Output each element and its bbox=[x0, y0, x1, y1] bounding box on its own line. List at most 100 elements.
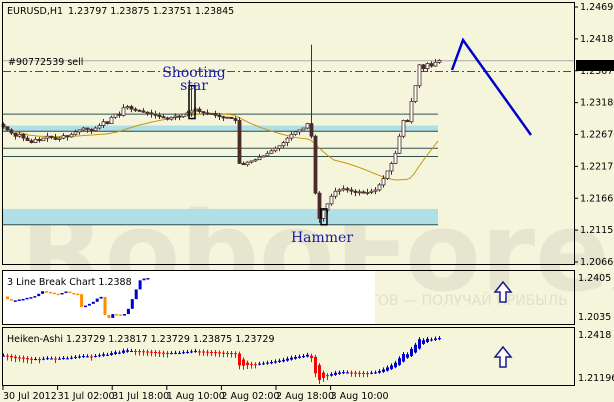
price-tick-label: 1.23180 bbox=[580, 98, 614, 109]
candle bbox=[301, 127, 306, 131]
ha-candle bbox=[114, 352, 117, 355]
ha-candle bbox=[310, 355, 313, 359]
price-tick-label: 1.21155 bbox=[580, 225, 614, 236]
ha-candle bbox=[190, 351, 193, 353]
ha-candle bbox=[430, 339, 433, 341]
candle bbox=[429, 63, 434, 67]
ha-candle bbox=[166, 352, 169, 354]
line-break-brick bbox=[84, 305, 87, 308]
line-break-brick bbox=[64, 291, 68, 294]
candle bbox=[61, 135, 66, 139]
ha-candle bbox=[402, 353, 405, 362]
candle bbox=[329, 195, 334, 205]
ha-candle bbox=[434, 338, 437, 340]
price-tick-label: 1.23675 bbox=[580, 66, 614, 77]
candle bbox=[305, 123, 310, 129]
ha-candle bbox=[162, 352, 165, 354]
time-tick-label: 30 Jul 2012 bbox=[3, 391, 57, 402]
candle bbox=[209, 113, 214, 115]
line-break-panel[interactable] bbox=[3, 271, 375, 324]
ha-candle bbox=[194, 350, 197, 352]
panel-axis-label: 1.21196 bbox=[578, 373, 614, 384]
candle bbox=[57, 137, 62, 140]
candle bbox=[349, 189, 354, 192]
ha-candle bbox=[378, 371, 381, 373]
candle bbox=[205, 112, 210, 115]
heiken-ashi-panel[interactable] bbox=[2, 336, 441, 384]
candle bbox=[241, 163, 246, 166]
candle bbox=[89, 128, 94, 131]
price-tick-label: 1.22175 bbox=[580, 161, 614, 172]
candle bbox=[17, 133, 22, 137]
ha-candle bbox=[274, 361, 277, 363]
ha-candle bbox=[354, 372, 357, 374]
line-break-brick bbox=[25, 297, 29, 300]
ha-candle bbox=[406, 354, 409, 358]
candle bbox=[173, 115, 178, 118]
line-break-brick bbox=[48, 291, 52, 294]
candle bbox=[73, 131, 78, 135]
candle bbox=[365, 192, 370, 194]
ha-candle bbox=[218, 352, 221, 354]
ha-candle bbox=[10, 356, 13, 358]
ha-candle bbox=[326, 375, 329, 377]
candle bbox=[269, 150, 274, 154]
main-price-panel[interactable] bbox=[1, 37, 575, 226]
support-band bbox=[3, 208, 438, 225]
time-tick-label: 2 Aug 18:00 bbox=[276, 391, 334, 402]
ha-candle bbox=[294, 356, 297, 359]
line-break-brick bbox=[126, 308, 130, 315]
candle bbox=[397, 135, 402, 154]
ha-candle bbox=[146, 351, 149, 353]
time-tick-label: 31 Jul 02:00 bbox=[58, 391, 115, 402]
candle bbox=[125, 106, 130, 109]
candle bbox=[21, 133, 26, 139]
candle bbox=[421, 64, 426, 70]
ha-candle bbox=[150, 351, 153, 353]
ha-candle bbox=[70, 357, 73, 359]
ha-candle bbox=[134, 350, 137, 352]
ha-candle bbox=[2, 355, 5, 357]
candle bbox=[81, 127, 86, 131]
candle bbox=[65, 135, 70, 138]
line-break-brick bbox=[115, 314, 119, 316]
ha-candle bbox=[14, 356, 17, 359]
candle bbox=[405, 120, 410, 123]
ha-candle bbox=[278, 360, 281, 362]
candle bbox=[217, 114, 222, 118]
line-break-brick bbox=[41, 291, 45, 294]
ha-candle bbox=[422, 340, 425, 344]
ha-candle bbox=[246, 362, 249, 366]
ohlc-values: 1.23797 1.23875 1.23751 1.23845 bbox=[68, 6, 234, 17]
line-break-brick bbox=[9, 299, 13, 301]
candle bbox=[413, 85, 418, 102]
hammer-box bbox=[320, 208, 328, 226]
candle bbox=[345, 188, 350, 191]
ha-candle bbox=[106, 354, 109, 356]
ha-candle bbox=[398, 358, 401, 365]
ha-candle bbox=[50, 358, 53, 360]
ha-candle bbox=[182, 352, 185, 354]
line-break-brick bbox=[13, 300, 17, 302]
ha-candle bbox=[282, 359, 285, 362]
ha-candle bbox=[202, 351, 205, 353]
line-break-brick bbox=[119, 314, 123, 316]
candle bbox=[361, 191, 366, 194]
price-axis: 1.24695 1.24185 1.23675 1.23180 1.22670 1.221… bbox=[575, 2, 614, 384]
candle bbox=[433, 61, 438, 67]
candle bbox=[85, 127, 90, 130]
ha-candle bbox=[6, 355, 9, 357]
ha-candle bbox=[58, 358, 61, 360]
hammer-label: Hammer bbox=[291, 230, 353, 246]
lb-title: 3 Line Break Chart 1.2388 bbox=[7, 277, 132, 288]
ha-candle bbox=[214, 352, 217, 354]
ha-title: Heiken-Ashi 1.23729 1.23817 1.23729 1.23… bbox=[7, 334, 275, 345]
ha-candle bbox=[62, 357, 65, 359]
ha-candle bbox=[42, 358, 45, 360]
line-break-brick bbox=[111, 314, 115, 318]
ha-candle bbox=[222, 352, 225, 354]
ha-candle bbox=[46, 358, 49, 360]
candle bbox=[249, 160, 254, 163]
